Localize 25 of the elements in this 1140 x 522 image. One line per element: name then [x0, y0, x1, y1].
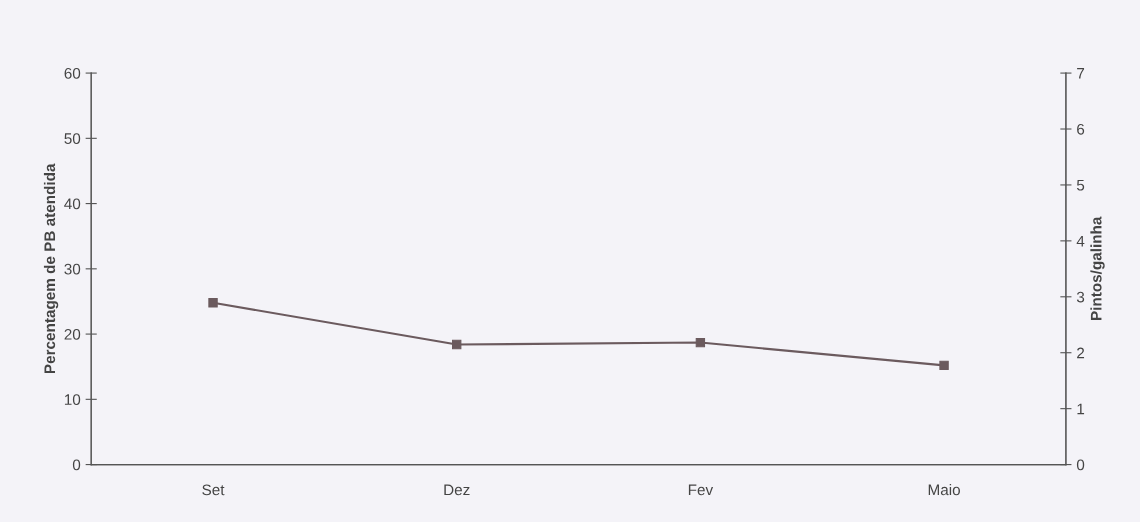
x-tick-label: Dez [444, 484, 470, 496]
point [452, 339, 462, 350]
point [939, 360, 949, 371]
y2-tick-label: 1 [1077, 403, 1085, 415]
x-tick-label: Fev [688, 484, 714, 496]
point [695, 337, 706, 348]
x-tick-label: Maio [928, 484, 960, 496]
y2-axis-title: Pintos/galinha [1090, 216, 1105, 321]
y-tick-label: 0 [72, 459, 81, 471]
y-axis-title: Percentagem de PB atendida [43, 163, 59, 374]
y2-tick-label: 5 [1076, 179, 1085, 191]
y2-tick-label: 3 [1076, 291, 1085, 303]
y-tick-label: 10 [64, 394, 81, 406]
y-tick-label: 20 [64, 328, 81, 340]
y-tick-label: 40 [64, 198, 81, 210]
y2-tick-label: 2 [1077, 347, 1085, 359]
y2-tick-label: 7 [1077, 68, 1085, 79]
point [208, 298, 218, 308]
y2-tick-label: 4 [1076, 235, 1085, 247]
x-tick-label: Set [202, 484, 225, 496]
y-tick-label: 30 [64, 263, 81, 275]
y-tick-label: 50 [64, 133, 81, 145]
y-tick-label: 60 [64, 67, 81, 79]
y2-tick-label: 6 [1077, 123, 1085, 135]
y2-tick-label: 0 [1076, 459, 1085, 471]
